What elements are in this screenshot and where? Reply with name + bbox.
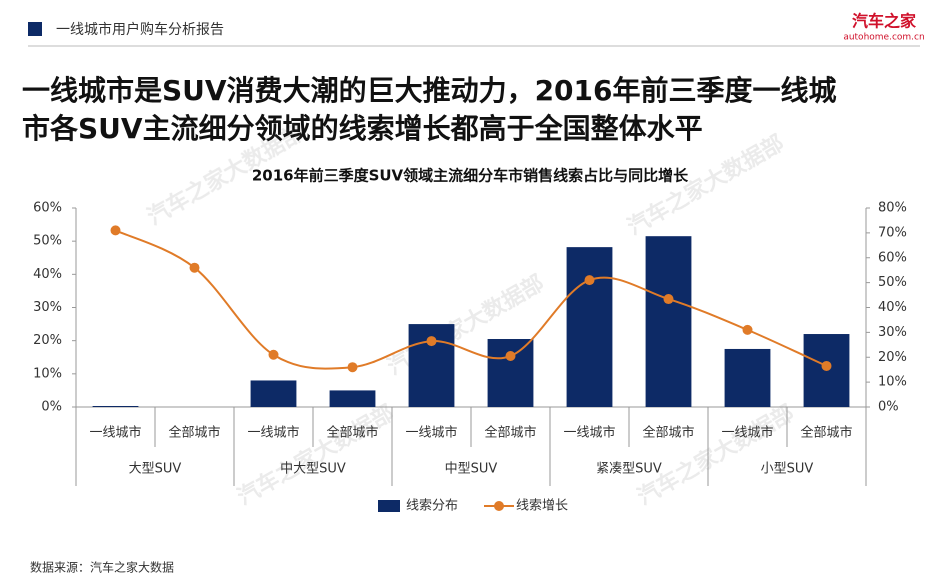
- line-marker: [268, 349, 279, 360]
- legend-swatch: [378, 500, 400, 512]
- bar: [92, 406, 139, 407]
- x-tick-label: 全部城市: [642, 425, 694, 441]
- x-tick-label: 全部城市: [800, 425, 852, 441]
- legend-label: 线索分布: [406, 499, 458, 514]
- group-label: 紧凑型SUV: [596, 462, 662, 477]
- line-marker: [347, 362, 358, 373]
- headline: 市各SUV主流细分领域的线索增长都高于全国整体水平: [22, 112, 703, 145]
- x-tick-label: 一线城市: [89, 425, 141, 441]
- line-marker: [742, 324, 753, 335]
- x-tick-label: 一线城市: [405, 425, 457, 441]
- y-tick-label: 0%: [41, 400, 62, 415]
- group-label: 小型SUV: [761, 462, 814, 477]
- logo-name: 汽车之家: [852, 12, 917, 31]
- y2-tick-label: 70%: [878, 225, 907, 240]
- legend-swatch: [494, 501, 504, 511]
- y-tick-label: 40%: [33, 267, 62, 282]
- bar: [487, 339, 534, 407]
- line-marker: [821, 360, 832, 371]
- report-title: 一线城市用户购车分析报告: [56, 21, 224, 38]
- y2-tick-label: 10%: [878, 375, 907, 390]
- line-marker: [189, 262, 200, 273]
- x-tick-label: 全部城市: [484, 425, 536, 441]
- bar: [566, 247, 613, 407]
- bar: [329, 390, 376, 407]
- source: 数据来源：汽车之家大数据: [30, 560, 174, 575]
- line-marker: [110, 225, 121, 236]
- x-tick-label: 一线城市: [563, 425, 615, 441]
- legend-label: 线索增长: [516, 499, 568, 514]
- y2-tick-label: 40%: [878, 300, 907, 315]
- logo-domain: autohome.com.cn: [843, 33, 924, 43]
- y2-tick-label: 0%: [878, 400, 899, 415]
- line-marker: [584, 275, 595, 286]
- x-tick-label: 全部城市: [326, 425, 378, 441]
- y-tick-label: 60%: [33, 201, 62, 216]
- watermark: 汽车之家大数据部: [623, 130, 788, 241]
- x-tick-label: 全部城市: [168, 425, 220, 441]
- line: [115, 229, 827, 370]
- header-icon: [28, 22, 42, 36]
- y2-tick-label: 50%: [878, 275, 907, 290]
- x-tick-label: 一线城市: [247, 425, 299, 441]
- bar: [645, 236, 692, 407]
- group-label: 中型SUV: [445, 462, 498, 477]
- group-label: 大型SUV: [129, 462, 182, 477]
- watermark: 汽车之家大数据部: [233, 400, 398, 511]
- bar: [250, 380, 297, 407]
- group-label: 中大型SUV: [280, 462, 346, 477]
- y-tick-label: 20%: [33, 333, 62, 348]
- y2-tick-label: 20%: [878, 350, 907, 365]
- watermark: 汽车之家大数据部: [633, 400, 798, 511]
- y2-tick-label: 30%: [878, 325, 907, 340]
- y2-tick-label: 80%: [878, 201, 907, 216]
- y-tick-label: 10%: [33, 366, 62, 381]
- bar: [724, 348, 771, 407]
- headline: 一线城市是SUV消费大潮的巨大推动力，2016年前三季度一线城: [22, 74, 837, 107]
- line-marker: [505, 351, 516, 362]
- y-tick-label: 50%: [33, 234, 62, 249]
- line-marker: [663, 294, 674, 305]
- chart-title: 2016年前三季度SUV领域主流细分车市销售线索占比与同比增长: [252, 167, 689, 185]
- x-tick-label: 一线城市: [721, 425, 773, 441]
- y-tick-label: 30%: [33, 300, 62, 315]
- y2-tick-label: 60%: [878, 250, 907, 265]
- line-marker: [426, 336, 437, 347]
